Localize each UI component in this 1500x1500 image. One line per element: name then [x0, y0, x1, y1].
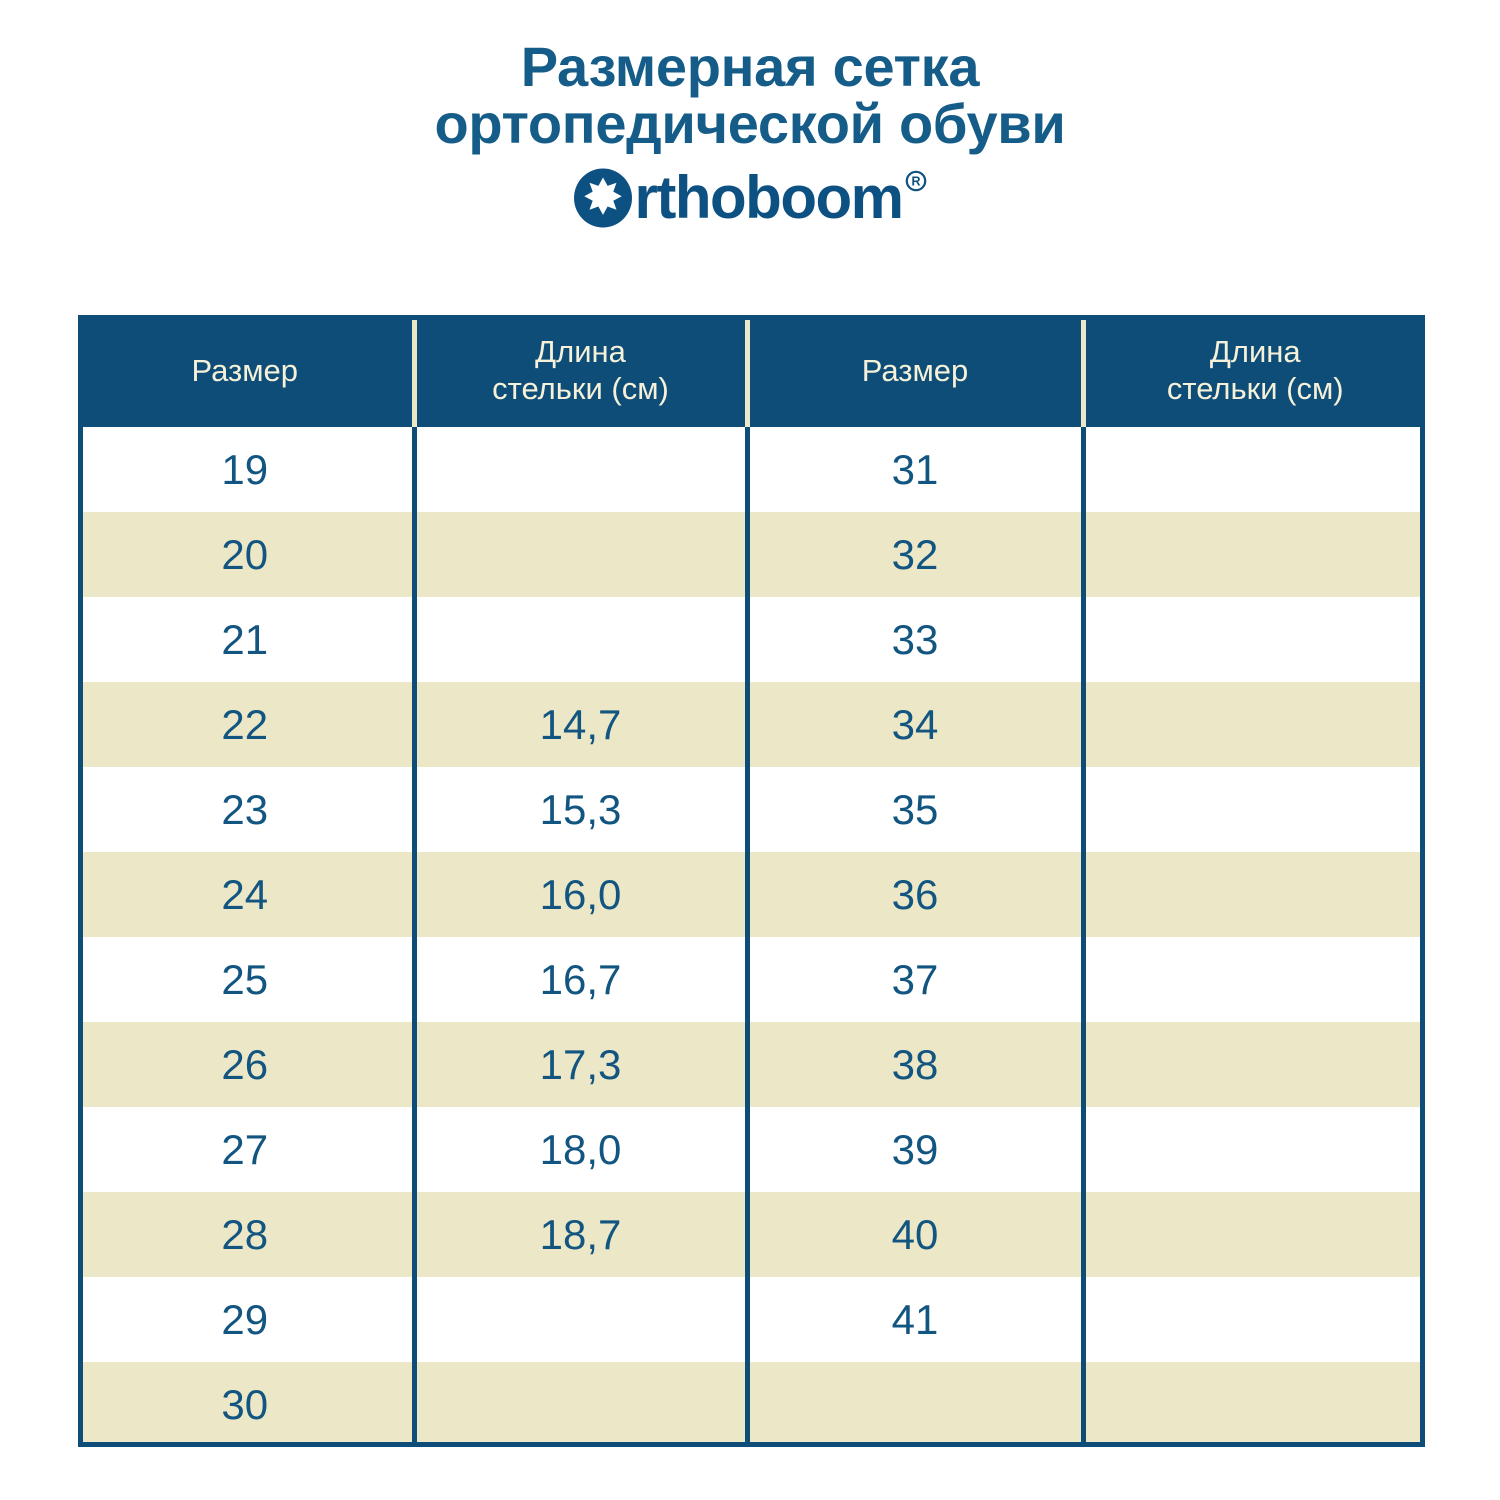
table-cell-length_left: 14,7 [414, 682, 750, 767]
table-cell-size_left: 21 [78, 597, 417, 682]
table-row: 25 16,7 37 [78, 937, 1425, 1022]
table-cell-length_left: 17,3 [414, 1022, 750, 1107]
table-cell-length_right [1083, 1107, 1425, 1192]
table-body: 19 31 20 32 21 33 22 14,7 34 23 15,3 35 24 16,0 36 25 16… [78, 427, 1425, 1447]
table-cell-length_left: 15,3 [414, 767, 750, 852]
column-header-length-right: Длина стельки (см) [1083, 315, 1425, 427]
table-cell-size_left: 26 [78, 1022, 417, 1107]
table-cell-length_left: 18,0 [414, 1107, 750, 1192]
table-row: 30 [78, 1362, 1425, 1447]
table-cell-length_left: 16,0 [414, 852, 750, 937]
table-row: 24 16,0 36 [78, 852, 1425, 937]
table-row: 27 18,0 39 [78, 1107, 1425, 1192]
table-cell-size_left: 27 [78, 1107, 417, 1192]
column-header-length-left: Длина стельки (см) [414, 315, 750, 427]
table-cell-length_right [1083, 1022, 1425, 1107]
column-header-size-right: Размер [747, 315, 1086, 427]
table-cell-length_right [1083, 937, 1425, 1022]
table-cell-length_left [414, 427, 750, 512]
column-header-label-line-2: стельки (см) [492, 371, 669, 406]
table-cell-size_left: 25 [78, 937, 417, 1022]
table-cell-size_left: 19 [78, 427, 417, 512]
table-row: 29 41 [78, 1277, 1425, 1362]
registered-trademark-icon: R [905, 170, 927, 192]
table-cell-length_right [1083, 1277, 1425, 1362]
table-row: 22 14,7 34 [78, 682, 1425, 767]
table-cell-length_left [414, 512, 750, 597]
page-title-line-1: Размерная сетка [520, 35, 980, 98]
table-cell-size_left: 23 [78, 767, 417, 852]
table-cell-size_left: 24 [78, 852, 417, 937]
table-cell-size_right: 41 [747, 1277, 1086, 1362]
table-cell-length_left [414, 597, 750, 682]
column-header-label-line-2: стельки (см) [1166, 371, 1344, 406]
table-cell-size_right: 34 [747, 682, 1086, 767]
table-row: 20 32 [78, 512, 1425, 597]
table-row: 19 31 [78, 427, 1425, 512]
eight-point-star-icon [573, 168, 633, 228]
table-cell-size_right: 33 [747, 597, 1086, 682]
title-block: Размерная сетка ортопедической обуви rth… [0, 38, 1500, 228]
table-cell-length_left: 18,7 [414, 1192, 750, 1277]
column-header-label: Размер [191, 352, 299, 388]
table-cell-size_right: 35 [747, 767, 1086, 852]
table-cell-length_left: 16,7 [414, 937, 750, 1022]
table-cell-size_right: 31 [747, 427, 1086, 512]
table-cell-size_right: 38 [747, 1022, 1086, 1107]
table-cell-length_right [1083, 427, 1425, 512]
table-cell-length_right [1083, 852, 1425, 937]
table-cell-length_right [1083, 597, 1425, 682]
table-row: 26 17,3 38 [78, 1022, 1425, 1107]
table-row: 23 15,3 35 [78, 767, 1425, 852]
column-header-label: Размер [861, 352, 969, 388]
table-cell-length_right [1083, 1192, 1425, 1277]
table-cell-size_right [747, 1362, 1086, 1447]
table-cell-length_left [414, 1277, 750, 1362]
table-cell-size_right: 39 [747, 1107, 1086, 1192]
logo-wordmark: rthoboom [634, 164, 904, 232]
size-chart-table: Размер Длина стельки (см) Размер Длина с… [78, 315, 1425, 1447]
table-cell-length_left [414, 1362, 750, 1447]
table-row: 28 18,7 40 [78, 1192, 1425, 1277]
page-title-line-2: ортопедической обуви [434, 92, 1066, 156]
column-header-size-left: Размер [78, 315, 417, 427]
svg-text:R: R [912, 175, 921, 189]
table-cell-length_right [1083, 512, 1425, 597]
table-cell-size_left: 22 [78, 682, 417, 767]
brand-logo: rthoboom R [0, 168, 1500, 228]
table-cell-size_left: 29 [78, 1277, 417, 1362]
table-cell-length_right [1083, 682, 1425, 767]
table-cell-length_right [1083, 1362, 1425, 1447]
table-header-row: Размер Длина стельки (см) Размер Длина с… [78, 315, 1425, 427]
table-cell-size_right: 32 [747, 512, 1086, 597]
table-cell-size_left: 28 [78, 1192, 417, 1277]
table-cell-length_right [1083, 767, 1425, 852]
table-cell-size_right: 40 [747, 1192, 1086, 1277]
column-header-label-line-1: Длина [535, 334, 626, 370]
table-header: Размер Длина стельки (см) Размер Длина с… [78, 315, 1425, 427]
table-cell-size_left: 30 [78, 1362, 417, 1447]
column-header-label-line-1: Длина [1209, 334, 1301, 370]
table-row: 21 33 [78, 597, 1425, 682]
table-cell-size_left: 20 [78, 512, 417, 597]
table-cell-size_right: 37 [747, 937, 1086, 1022]
table-cell-size_right: 36 [747, 852, 1086, 937]
